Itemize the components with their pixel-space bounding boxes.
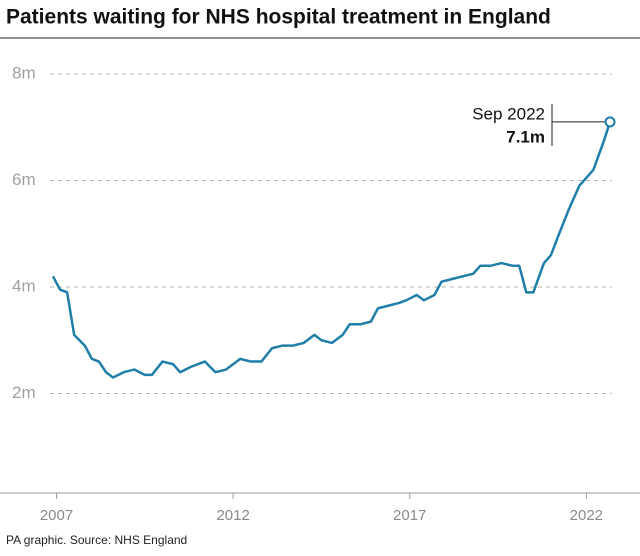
y-tick-label: 8m bbox=[12, 63, 36, 82]
annotation-value: 7.1m bbox=[506, 127, 545, 146]
line bbox=[51, 121, 612, 379]
x-tick-label: 2017 bbox=[393, 507, 426, 524]
chart-title: Patients waiting for NHS hospital treatm… bbox=[6, 6, 551, 29]
y-tick-label: 4m bbox=[12, 276, 36, 295]
y-tick-label: 6m bbox=[12, 170, 36, 189]
x-tick-label: 2022 bbox=[570, 507, 603, 524]
x-tick-label: 2007 bbox=[40, 507, 73, 524]
annotation-date: Sep 2022 bbox=[472, 104, 545, 123]
end-point bbox=[604, 116, 616, 128]
y-tick-label: 2m bbox=[12, 383, 36, 402]
source: PA graphic. Source: NHS England bbox=[6, 533, 187, 547]
x-tick-label: 2012 bbox=[216, 507, 249, 524]
